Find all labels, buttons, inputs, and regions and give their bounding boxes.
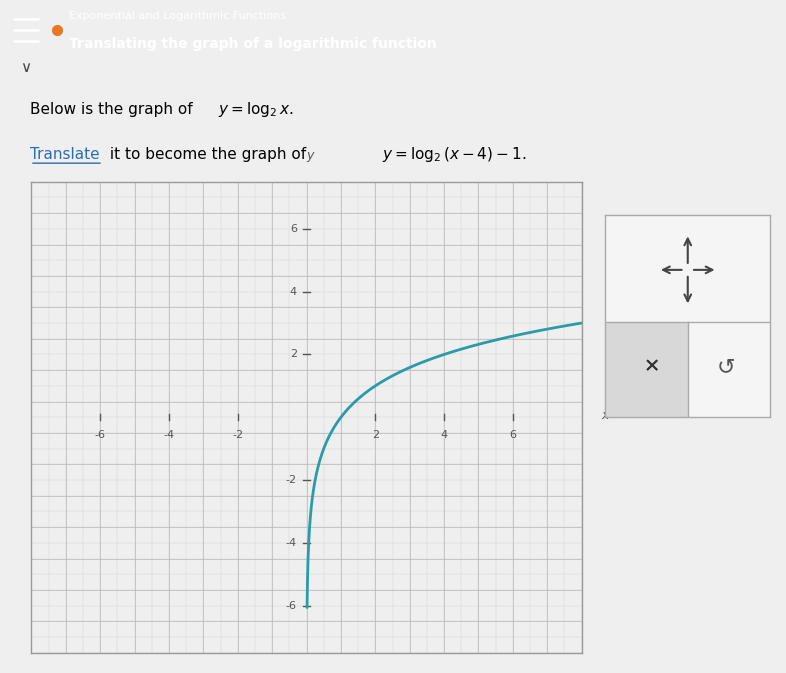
FancyBboxPatch shape	[605, 322, 688, 417]
Text: Translate: Translate	[30, 147, 100, 162]
Text: $y$: $y$	[306, 151, 316, 164]
Text: 4: 4	[290, 287, 297, 297]
Text: -6: -6	[286, 601, 297, 610]
Text: ✕: ✕	[643, 357, 659, 376]
Text: it to become the graph of: it to become the graph of	[105, 147, 311, 162]
Text: 6: 6	[509, 431, 516, 440]
Text: -2: -2	[286, 475, 297, 485]
Text: -4: -4	[163, 431, 174, 440]
Text: 2: 2	[372, 431, 379, 440]
Text: Exponential and Logarithmic Functions: Exponential and Logarithmic Functions	[69, 11, 286, 22]
Text: -2: -2	[232, 431, 244, 440]
Text: ∨: ∨	[20, 61, 31, 75]
Text: 2: 2	[290, 349, 297, 359]
Text: ✕: ✕	[643, 357, 659, 376]
Text: $x$: $x$	[601, 409, 611, 422]
Text: $y = \log_2 x.$: $y = \log_2 x.$	[218, 100, 293, 119]
Text: -4: -4	[286, 538, 297, 548]
Text: Translating the graph of a logarithmic function: Translating the graph of a logarithmic f…	[69, 36, 437, 50]
Text: Below is the graph of: Below is the graph of	[30, 102, 197, 117]
Text: -6: -6	[95, 431, 105, 440]
Text: 4: 4	[440, 431, 448, 440]
Text: $y = \log_2(x - 4) - 1.$: $y = \log_2(x - 4) - 1.$	[382, 145, 527, 164]
Text: 6: 6	[290, 224, 297, 234]
Text: ↺: ↺	[716, 357, 735, 377]
